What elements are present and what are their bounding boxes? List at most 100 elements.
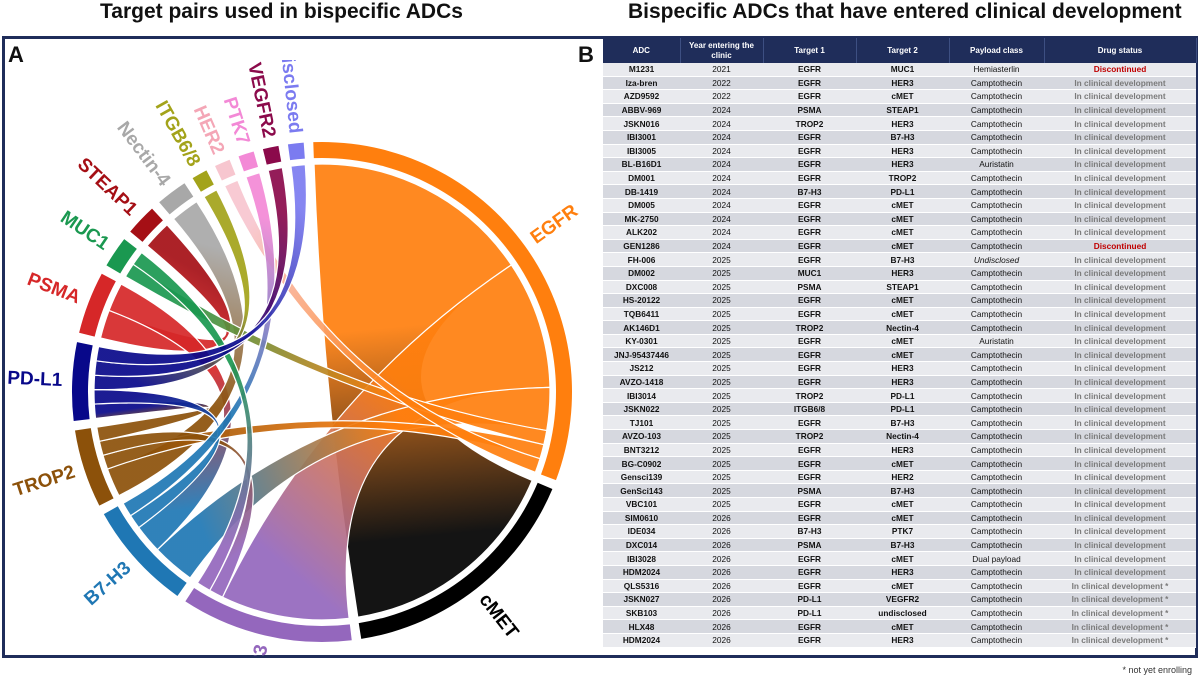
label-steap1: STEAP1 — [73, 154, 141, 220]
table-cell: GEN1286 — [603, 239, 680, 254]
table-cell: Camptothecin — [949, 429, 1044, 444]
table-cell: Hemiasterlin — [949, 63, 1044, 77]
table-row: JSKN016 2024 TROP2 HER3 Camptothecin In clini… — [603, 116, 1196, 131]
table-row: TJ101 2025 EGFR B7-H3 Camptothecin In clinica… — [603, 415, 1196, 431]
table-cell: Camptothecin — [949, 606, 1044, 621]
table-cell: 2024 — [680, 184, 763, 199]
table-cell: In clinical development — [1044, 470, 1196, 485]
table-cell: cMET — [856, 511, 949, 526]
table-cell: Camptothecin — [949, 375, 1044, 390]
table-cell: cMET — [856, 334, 949, 349]
table-cell: MUC1 — [856, 63, 949, 77]
table-cell: HER3 — [856, 116, 949, 131]
table-cell: 2025 — [680, 497, 763, 512]
table-cell: In clinical development — [1044, 293, 1196, 308]
table-cell: In clinical development — [1044, 144, 1196, 159]
table-cell: In clinical development — [1044, 266, 1196, 281]
table-cell: KY-0301 — [603, 334, 680, 349]
table-cell: Dual payload — [949, 551, 1044, 566]
table-cell: EGFR — [763, 239, 856, 254]
table-cell: 2024 — [680, 171, 763, 186]
table-row: ABBV-969 2024 PSMA STEAP1 Camptothecin In cli… — [603, 103, 1196, 118]
table-cell: In clinical development — [1044, 280, 1196, 295]
table-cell: Auristatin — [949, 334, 1044, 349]
table-cell: DB-1419 — [603, 184, 680, 199]
table-cell: Camptothecin — [949, 103, 1044, 118]
table-cell: AVZO-1418 — [603, 375, 680, 390]
table-cell: B7-H3 — [763, 524, 856, 539]
table-cell: In clinical development — [1044, 116, 1196, 131]
table-cell: In clinical development — [1044, 157, 1196, 172]
table-cell: HS-20122 — [603, 293, 680, 308]
table-row: IBI3028 2026 EGFR cMET Dual payload In clinic… — [603, 551, 1196, 566]
table-cell: In clinical development * — [1044, 579, 1196, 594]
table-cell: IBI3001 — [603, 130, 680, 145]
label-egfr: EGFR — [527, 200, 579, 248]
table-cell: Camptothecin — [949, 116, 1044, 131]
table-title: Bispecific ADCs that have entered clinic… — [628, 0, 1182, 23]
label-undisclosed: undisclosed — [273, 60, 306, 134]
table-row: GenSci143 2025 PSMA B7-H3 Camptothecin In cli… — [603, 483, 1196, 498]
table-cell: Camptothecin — [949, 89, 1044, 104]
table-cell: In clinical development — [1044, 388, 1196, 403]
table-row: SIM0610 2026 EGFR cMET Camptothecin In clinic… — [603, 511, 1196, 526]
table-cell: 2025 — [680, 429, 763, 444]
arc-her3 — [185, 587, 352, 642]
table-cell: 2024 — [680, 239, 763, 254]
table-cell: In clinical development — [1044, 130, 1196, 145]
table-cell: PD-L1 — [763, 606, 856, 621]
table-row: FH-006 2025 EGFR B7-H3 Undisclosed In clinica… — [603, 252, 1196, 267]
table-cell: IBI3014 — [603, 388, 680, 403]
table-cell: TROP2 — [763, 320, 856, 335]
table-header-5: Drug status — [1044, 38, 1197, 63]
table-cell: Camptothecin — [949, 619, 1044, 634]
table-cell: 2026 — [680, 538, 763, 553]
table-cell: cMET — [856, 212, 949, 227]
table-cell: 2024 — [680, 130, 763, 145]
table-cell: EGFR — [763, 361, 856, 376]
table-cell: 2022 — [680, 76, 763, 91]
table-cell: MUC1 — [763, 266, 856, 281]
table-cell: Camptothecin — [949, 307, 1044, 322]
table-cell: EGFR — [763, 511, 856, 526]
table-cell: Camptothecin — [949, 239, 1044, 254]
table-cell: VEGFR2 — [856, 592, 949, 607]
table-cell: In clinical development — [1044, 361, 1196, 376]
arc-psma — [79, 273, 116, 337]
table-cell: In clinical development — [1044, 456, 1196, 471]
table-cell: Discontinued — [1044, 239, 1196, 254]
table-cell: EGFR — [763, 347, 856, 363]
table-header-3: Target 2 — [856, 38, 950, 63]
table-cell: EGFR — [763, 157, 856, 172]
arc-steap1 — [130, 208, 163, 242]
footnote: * not yet enrolling — [1122, 665, 1192, 675]
table-cell: Camptothecin — [949, 592, 1044, 607]
table-cell: 2025 — [680, 375, 763, 390]
table-cell: Camptothecin — [949, 633, 1044, 648]
table-cell: EGFR — [763, 293, 856, 308]
table-cell: Camptothecin — [949, 212, 1044, 227]
table-cell: PSMA — [763, 483, 856, 498]
table-cell: IDE034 — [603, 524, 680, 539]
table-cell: DM001 — [603, 171, 680, 186]
table-cell: EGFR — [763, 619, 856, 634]
table-cell: PD-L1 — [856, 388, 949, 403]
table-cell: Camptothecin — [949, 198, 1044, 213]
table-cell: EGFR — [763, 375, 856, 390]
table-cell: 2024 — [680, 157, 763, 172]
table-cell: In clinical development — [1044, 511, 1196, 526]
table-cell: cMET — [856, 456, 949, 471]
table-cell: HER3 — [856, 375, 949, 390]
table-cell: In clinical development — [1044, 551, 1196, 566]
table-cell: TROP2 — [763, 429, 856, 444]
table-cell: undisclosed — [856, 606, 949, 621]
chord-ribbons — [93, 163, 551, 621]
table-cell: 2025 — [680, 388, 763, 403]
table-row: TQB6411 2025 EGFR cMET Camptothecin In clinic… — [603, 307, 1196, 322]
table-cell: DXC008 — [603, 280, 680, 295]
arc-muc1 — [106, 239, 137, 274]
table-cell: 2025 — [680, 402, 763, 417]
table-cell: AZD9592 — [603, 89, 680, 104]
table-cell: PD-L1 — [856, 184, 949, 199]
table-cell: cMET — [856, 497, 949, 512]
